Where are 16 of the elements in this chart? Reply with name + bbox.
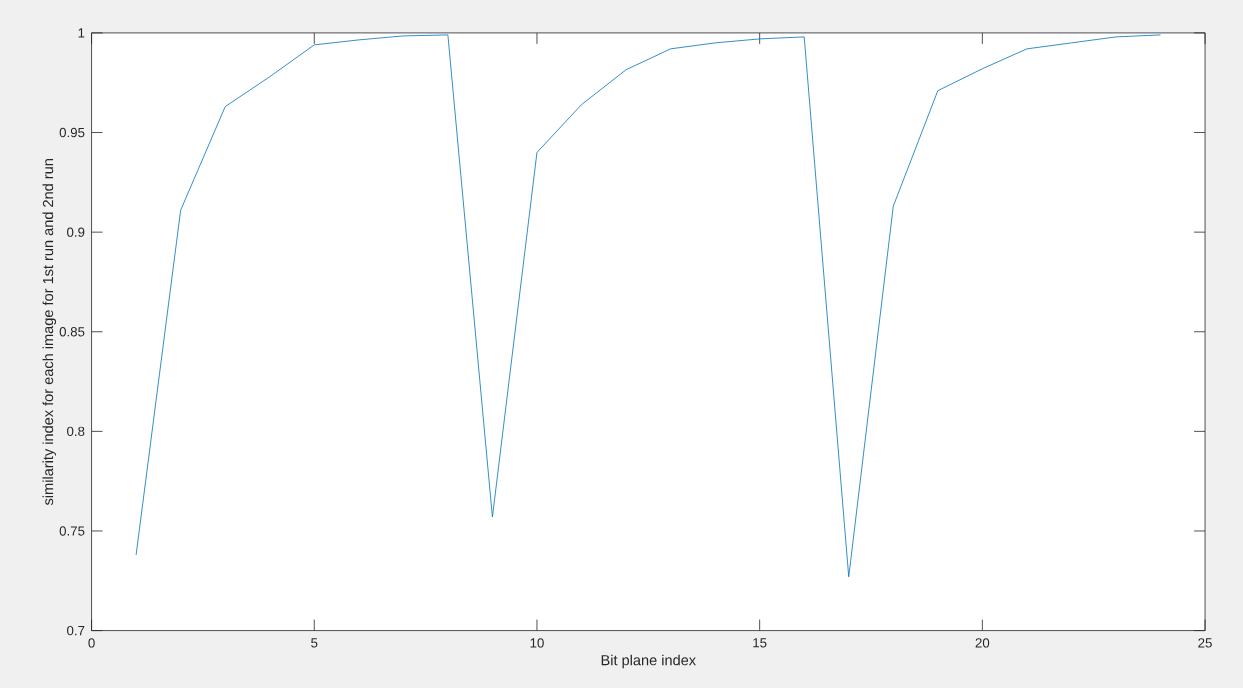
y-tick-label: 0.85 bbox=[59, 326, 85, 337]
y-tick-label: 0.95 bbox=[59, 127, 85, 137]
y-tick-label: 1 bbox=[78, 28, 85, 38]
x-tick-label: 25 bbox=[1198, 637, 1212, 648]
y-tick-label: 0.75 bbox=[59, 526, 85, 536]
x-tick-label: 10 bbox=[530, 637, 544, 648]
y-tick-label: 0.8 bbox=[67, 426, 85, 436]
y-axis-title: similarity index for each image for 1st run and 2nd run bbox=[42, 158, 57, 505]
x-tick-label: 0 bbox=[88, 637, 95, 648]
x-tick-label: 15 bbox=[753, 637, 767, 648]
y-tick-label: 0.7 bbox=[67, 625, 85, 636]
x-tick-label: 20 bbox=[975, 637, 990, 648]
x-axis-title: Bit plane index bbox=[601, 654, 696, 668]
x-tick-label: 5 bbox=[311, 637, 318, 648]
y-tick-label: 0.9 bbox=[67, 227, 85, 237]
line-series bbox=[135, 34, 1161, 577]
